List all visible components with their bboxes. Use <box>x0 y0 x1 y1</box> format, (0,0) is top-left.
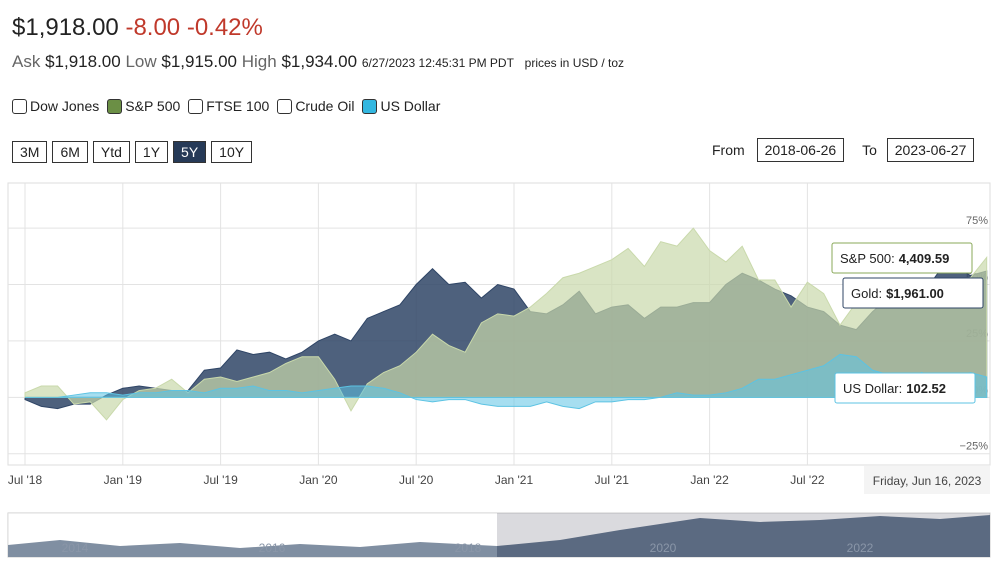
compare-label: Dow Jones <box>30 98 100 114</box>
compare-label: Crude Oil <box>295 98 355 114</box>
date-tooltip-box <box>864 466 990 494</box>
tooltip: US Dollar: 102.52 <box>834 372 976 404</box>
high: $1,934.00 <box>281 52 358 71</box>
tooltip: S&P 500: 4,409.59 <box>831 242 973 274</box>
navigator-label: 2022 <box>847 541 874 555</box>
checkbox[interactable] <box>107 99 123 114</box>
change: -8.00 <box>125 14 181 41</box>
tooltip-text: Gold: $1,961.00 <box>851 286 944 301</box>
compare-label: US Dollar <box>380 98 441 114</box>
navigator-label: 2018 <box>455 541 482 555</box>
compare-label: S&P 500 <box>125 98 181 114</box>
navigator-label: 2014 <box>62 541 89 555</box>
tooltip-value: $1,961.00 <box>886 286 944 301</box>
x-tick-label: Jul '20 <box>399 473 434 487</box>
navigator-selection[interactable] <box>497 513 990 557</box>
navigator-area <box>8 515 990 557</box>
date-range: From 2018-06-26 To 2023-06-27 <box>712 138 975 162</box>
units: prices in USD / toz <box>524 56 625 70</box>
compare-label: FTSE 100 <box>206 98 270 114</box>
x-tick-label: Jul '22 <box>790 473 825 487</box>
x-tick-label: Jul '18 <box>8 473 43 487</box>
tooltip-label: US Dollar: <box>843 381 902 396</box>
range-button[interactable]: 1Y <box>134 141 169 163</box>
quote-line: Ask $1,918.00 Low $1,915.00 High $1,934.… <box>12 52 624 72</box>
date-tooltip: Friday, Jun 16, 2023 <box>873 474 982 488</box>
compare-item[interactable]: S&P 500 <box>107 98 180 114</box>
change-pct: -0.42% <box>186 14 263 41</box>
y-tick-label: 75% <box>966 215 988 227</box>
range-buttons: 3M 6M Ytd 1Y 5Y 10Y <box>12 141 257 163</box>
tooltip-box <box>831 242 973 274</box>
checkbox[interactable] <box>277 99 293 114</box>
range-button[interactable]: Ytd <box>92 141 130 163</box>
checkbox[interactable] <box>12 99 27 114</box>
x-tick-label: Jan '19 <box>104 473 143 487</box>
to-label: To <box>862 142 877 158</box>
plot-frame <box>7 182 991 466</box>
compare-item[interactable]: Crude Oil <box>277 98 354 114</box>
x-tick-label: Jul '19 <box>203 473 238 487</box>
navigator-label: 2020 <box>650 541 677 555</box>
compare-item[interactable]: US Dollar <box>362 98 440 114</box>
range-button[interactable]: 5Y <box>173 141 207 163</box>
from-label: From <box>712 142 745 158</box>
tooltip-text: S&P 500: 4,409.59 <box>840 251 949 266</box>
series-area <box>25 353 988 410</box>
series-area <box>24 227 988 421</box>
checkbox[interactable] <box>362 99 378 114</box>
tooltip: Gold: $1,961.00 <box>842 277 984 309</box>
range-button[interactable]: 3M <box>12 141 48 163</box>
high-label: High <box>241 52 277 71</box>
tooltip-label: Gold: <box>851 286 882 301</box>
tooltip-label: S&P 500: <box>840 251 895 266</box>
tooltip-value: 102.52 <box>906 381 946 396</box>
tooltip-value: 4,409.59 <box>899 251 950 266</box>
low: $1,915.00 <box>161 52 238 71</box>
checkbox[interactable] <box>188 99 204 114</box>
y-tick-label: −25% <box>960 441 989 453</box>
tooltip-box <box>842 277 984 309</box>
from-input[interactable]: 2018-06-26 <box>756 138 845 162</box>
range-button[interactable]: 6M <box>52 141 88 163</box>
to-input[interactable]: 2023-06-27 <box>886 138 975 162</box>
navigator-label: 2016 <box>259 541 286 555</box>
compare-item[interactable]: Dow Jones <box>12 98 99 114</box>
compare-list: Dow Jones S&P 500 FTSE 100 Crude Oil US Doll… <box>12 98 448 114</box>
timestamp: 6/27/2023 12:45:31 PM PDT <box>361 56 514 70</box>
navigator-mask <box>8 513 497 557</box>
x-tick-label: Jul '21 <box>595 473 630 487</box>
ask-label: Ask <box>12 52 41 71</box>
tooltip-box <box>834 372 976 404</box>
x-tick-label: Jan '20 <box>299 473 338 487</box>
low-label: Low <box>125 52 157 71</box>
compare-item[interactable]: FTSE 100 <box>188 98 269 114</box>
x-tick-label: Jan '21 <box>495 473 534 487</box>
x-tick-label: Jan '22 <box>690 473 729 487</box>
price: $1,918.00 <box>12 14 119 41</box>
range-button[interactable]: 10Y <box>211 141 253 163</box>
tooltip-text: US Dollar: 102.52 <box>843 381 946 396</box>
ask: $1,918.00 <box>45 52 121 71</box>
price-line: $1,918.00 -8.00 -0.42% <box>12 14 263 42</box>
